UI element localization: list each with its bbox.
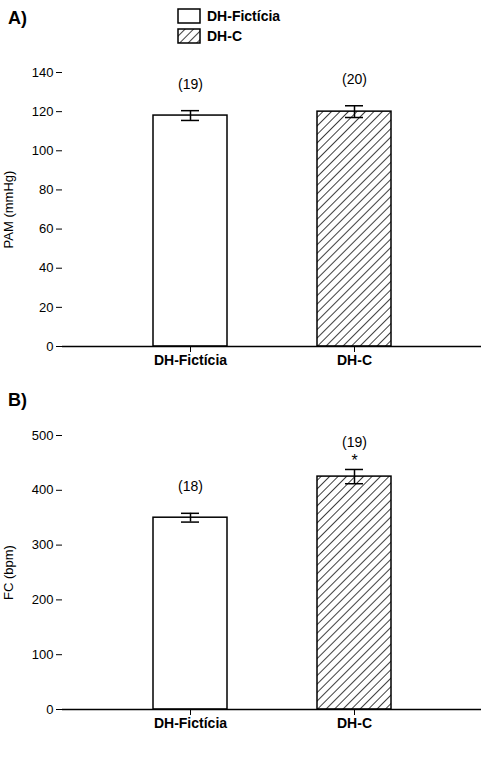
svg-text:40: 40 [39,260,53,275]
svg-text:DH-C: DH-C [337,715,372,731]
svg-text:DH-Fictícia: DH-Fictícia [154,352,227,368]
svg-text:*: * [351,452,357,469]
html-text:B): B) [8,390,27,410]
svg-text:60: 60 [39,221,53,236]
svg-text:0: 0 [46,702,53,717]
svg-text:PAM (mmHg): PAM (mmHg) [1,171,16,249]
svg-text:200: 200 [32,592,54,607]
svg-text:20: 20 [39,300,53,315]
svg-text:100: 100 [32,143,54,158]
svg-text:0: 0 [46,339,53,354]
html-text:DH-C: DH-C [207,28,242,44]
svg-text:DH-C: DH-C [337,352,372,368]
svg-text:(19): (19) [342,434,367,450]
svg-text:400: 400 [32,482,54,497]
svg-text:80: 80 [39,182,53,197]
svg-text:300: 300 [32,537,54,552]
svg-text:(18): (18) [178,478,203,494]
html-text:DH-Fictícia: DH-Fictícia [207,8,281,24]
svg-text:120: 120 [32,104,54,119]
html-text:A): A) [8,8,27,28]
svg-text:DH-Fictícia: DH-Fictícia [154,715,227,731]
svg-text:100: 100 [32,647,54,662]
svg-text:(20): (20) [342,71,367,87]
svg-text:(19): (19) [178,76,203,92]
svg-text:FC (bpm): FC (bpm) [1,545,16,600]
svg-text:140: 140 [32,65,54,80]
svg-text:500: 500 [32,428,54,443]
